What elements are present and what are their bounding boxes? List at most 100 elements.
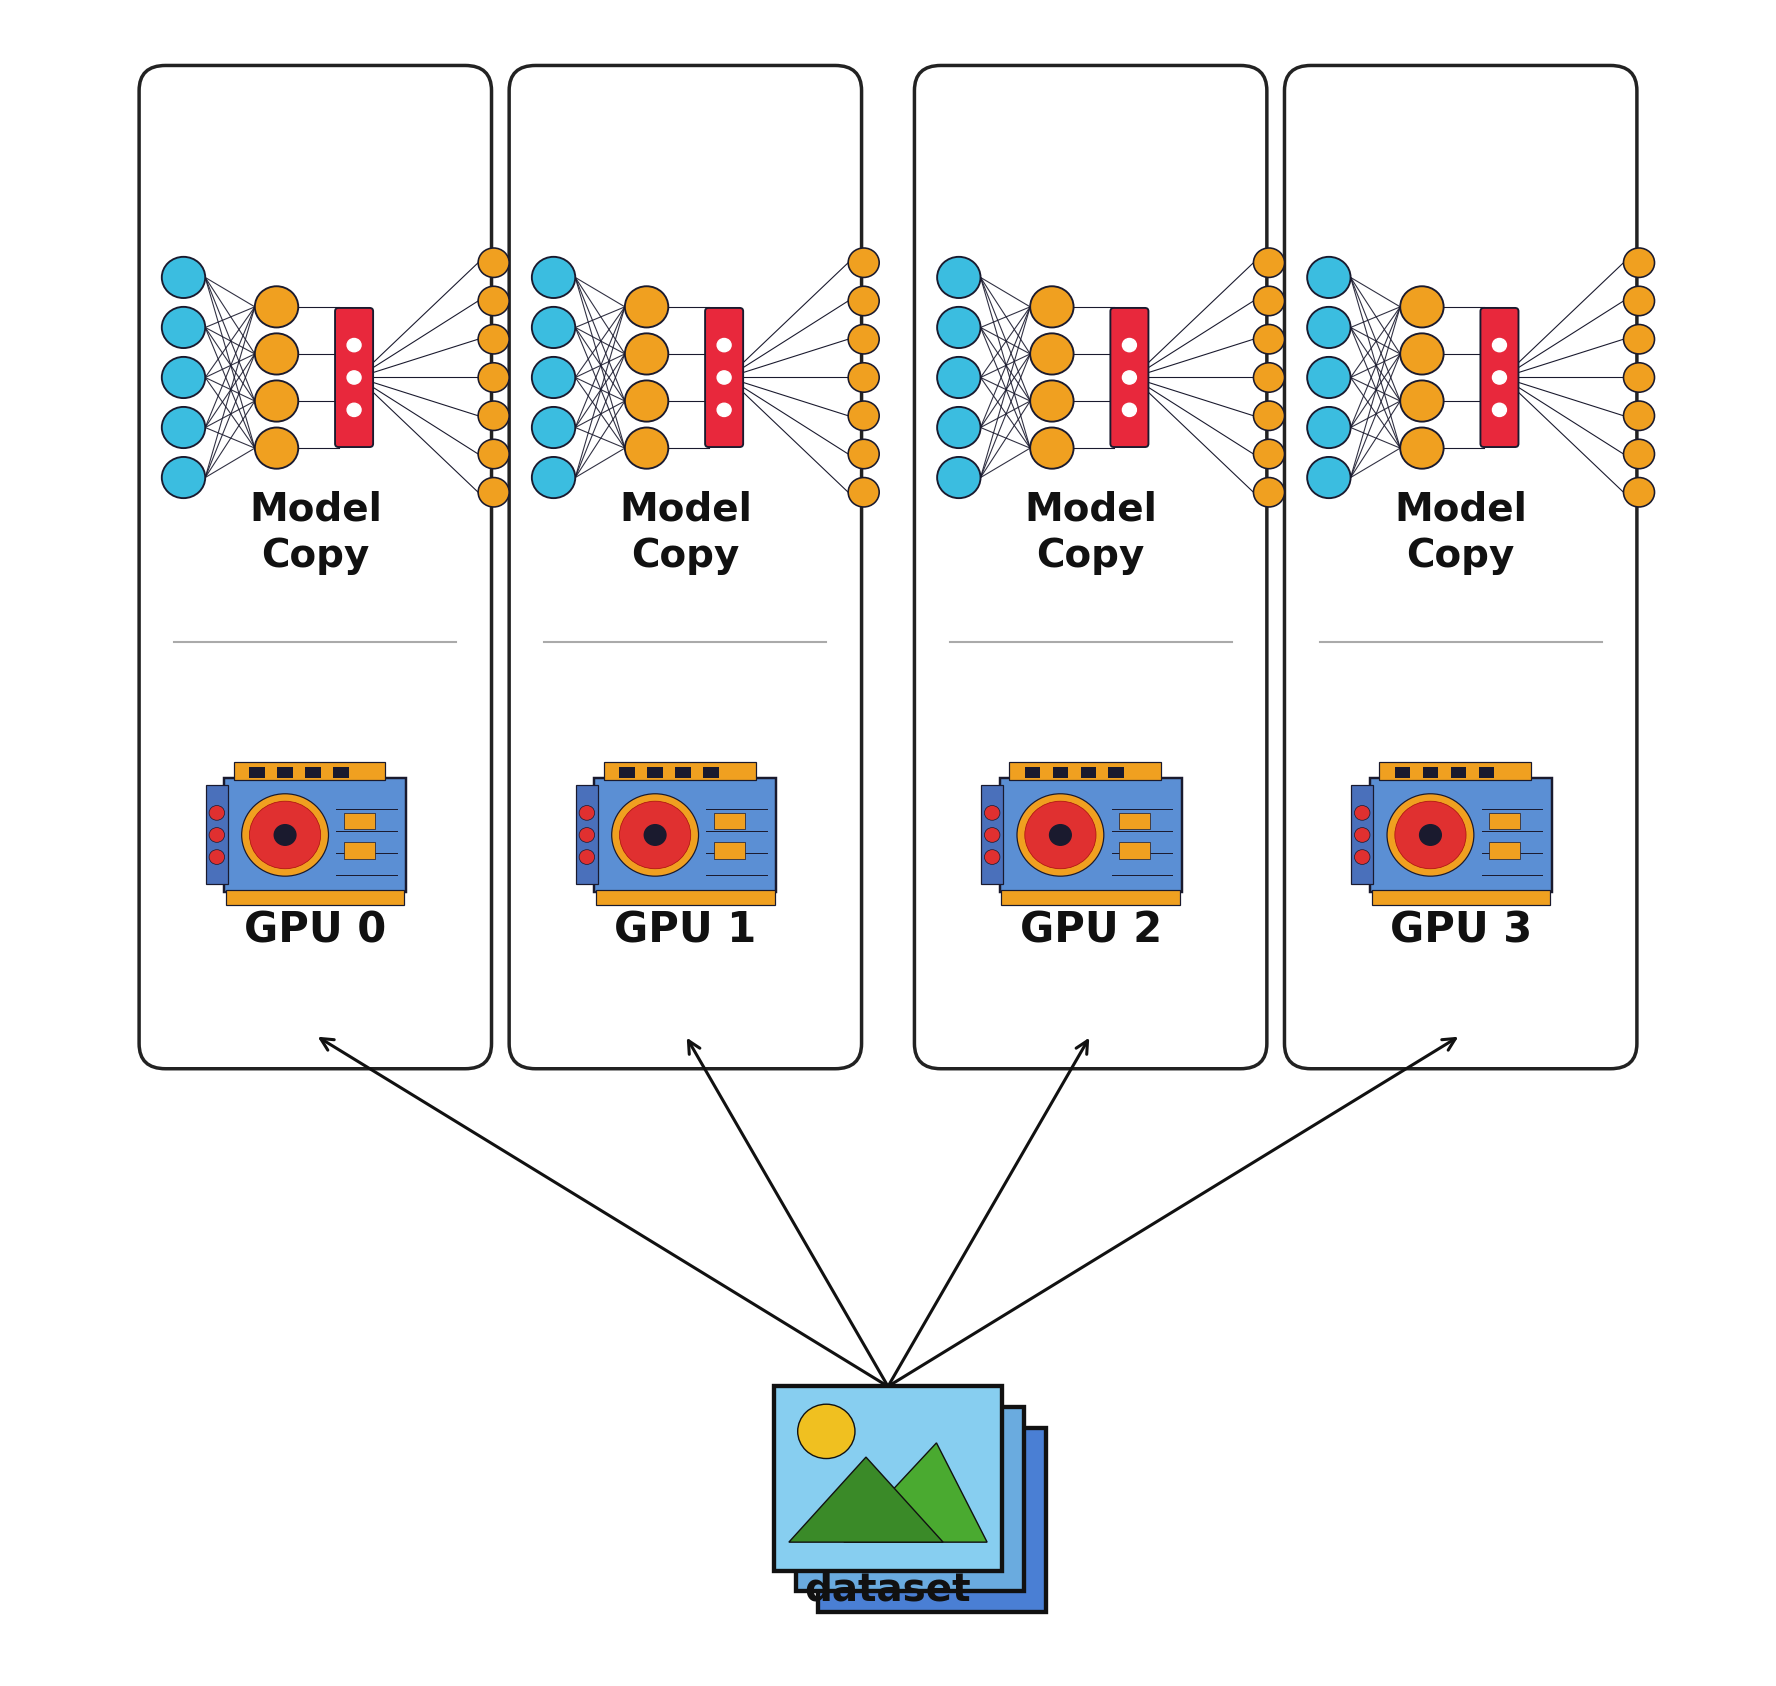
Circle shape [531, 307, 575, 347]
FancyBboxPatch shape [915, 66, 1266, 1069]
Text: GPU 2: GPU 2 [1019, 910, 1162, 951]
FancyBboxPatch shape [226, 890, 405, 905]
FancyBboxPatch shape [597, 890, 774, 905]
Circle shape [1030, 334, 1073, 374]
Circle shape [162, 307, 206, 347]
FancyBboxPatch shape [1490, 813, 1520, 830]
FancyBboxPatch shape [510, 66, 861, 1069]
Circle shape [210, 828, 224, 843]
Circle shape [1492, 339, 1506, 352]
Circle shape [849, 401, 879, 430]
Circle shape [984, 806, 1000, 821]
Text: Model
Copy: Model Copy [1394, 491, 1527, 575]
Circle shape [938, 457, 980, 497]
FancyBboxPatch shape [675, 767, 691, 779]
FancyBboxPatch shape [1284, 66, 1637, 1069]
FancyBboxPatch shape [1108, 767, 1124, 779]
Circle shape [346, 371, 361, 384]
Circle shape [579, 828, 595, 843]
Circle shape [1254, 248, 1284, 278]
FancyBboxPatch shape [774, 1386, 1002, 1571]
FancyBboxPatch shape [1369, 779, 1552, 892]
FancyBboxPatch shape [1080, 767, 1096, 779]
Circle shape [1623, 248, 1655, 278]
FancyBboxPatch shape [620, 767, 636, 779]
Circle shape [478, 401, 510, 430]
Text: GPU 1: GPU 1 [614, 910, 757, 951]
Circle shape [1307, 357, 1350, 398]
Circle shape [1122, 403, 1137, 416]
Circle shape [938, 307, 980, 347]
Circle shape [797, 1404, 854, 1458]
Circle shape [1355, 850, 1369, 865]
FancyBboxPatch shape [1119, 813, 1151, 830]
Circle shape [1399, 334, 1444, 374]
Circle shape [849, 477, 879, 507]
Circle shape [1623, 362, 1655, 393]
Circle shape [1355, 828, 1369, 843]
FancyBboxPatch shape [819, 1428, 1046, 1612]
FancyBboxPatch shape [703, 767, 719, 779]
FancyBboxPatch shape [224, 779, 407, 892]
FancyBboxPatch shape [1110, 309, 1149, 447]
FancyBboxPatch shape [345, 813, 375, 830]
Circle shape [1122, 371, 1137, 384]
Circle shape [620, 801, 691, 868]
FancyBboxPatch shape [796, 1408, 1023, 1592]
Circle shape [1030, 381, 1073, 422]
FancyBboxPatch shape [1009, 762, 1162, 781]
Circle shape [210, 806, 224, 821]
FancyBboxPatch shape [1025, 767, 1041, 779]
Circle shape [938, 256, 980, 298]
FancyBboxPatch shape [714, 813, 746, 830]
Circle shape [1254, 401, 1284, 430]
Circle shape [645, 824, 666, 845]
FancyBboxPatch shape [980, 786, 1003, 885]
Circle shape [1018, 794, 1105, 877]
Circle shape [274, 824, 297, 845]
Circle shape [478, 324, 510, 354]
Circle shape [254, 381, 298, 422]
Text: Model
Copy: Model Copy [249, 491, 382, 575]
Circle shape [1307, 256, 1350, 298]
Circle shape [1050, 824, 1071, 845]
Circle shape [1355, 806, 1369, 821]
Circle shape [1254, 287, 1284, 315]
Circle shape [249, 801, 321, 868]
Circle shape [242, 794, 329, 877]
Circle shape [1030, 428, 1073, 469]
Circle shape [162, 457, 206, 497]
Circle shape [1623, 477, 1655, 507]
Circle shape [1623, 440, 1655, 469]
Circle shape [478, 477, 510, 507]
Polygon shape [789, 1457, 943, 1543]
Circle shape [1254, 362, 1284, 393]
Text: GPU 0: GPU 0 [243, 910, 387, 951]
Circle shape [346, 339, 361, 352]
Circle shape [1307, 406, 1350, 448]
FancyBboxPatch shape [604, 762, 755, 781]
FancyBboxPatch shape [334, 767, 348, 779]
Circle shape [625, 334, 668, 374]
Circle shape [1307, 307, 1350, 347]
Circle shape [254, 334, 298, 374]
FancyBboxPatch shape [1451, 767, 1467, 779]
FancyBboxPatch shape [1394, 767, 1410, 779]
FancyBboxPatch shape [575, 786, 599, 885]
FancyBboxPatch shape [305, 767, 321, 779]
Text: Model
Copy: Model Copy [1025, 491, 1158, 575]
Circle shape [625, 428, 668, 469]
FancyBboxPatch shape [277, 767, 293, 779]
Circle shape [1623, 401, 1655, 430]
Circle shape [1254, 324, 1284, 354]
Circle shape [579, 850, 595, 865]
Circle shape [579, 806, 595, 821]
FancyBboxPatch shape [1490, 843, 1520, 858]
FancyBboxPatch shape [139, 66, 492, 1069]
FancyBboxPatch shape [705, 309, 742, 447]
Circle shape [478, 440, 510, 469]
Circle shape [1399, 428, 1444, 469]
Circle shape [1254, 440, 1284, 469]
Circle shape [1399, 287, 1444, 327]
Circle shape [478, 362, 510, 393]
